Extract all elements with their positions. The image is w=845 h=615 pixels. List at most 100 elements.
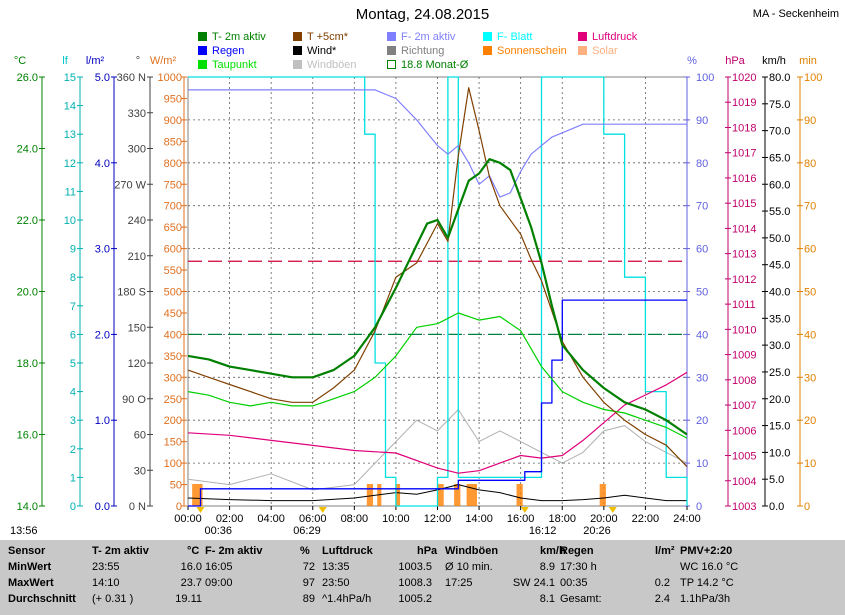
axis-tick-label-dir: 30 (134, 465, 146, 477)
axis-tick-label-lf: 9 (70, 244, 76, 256)
legend-swatch (293, 46, 302, 55)
legend-item: Regen (198, 45, 244, 57)
axis-tick-label-lf: 15 (64, 72, 76, 84)
legend-label: T- 2m aktiv (212, 31, 266, 43)
temperature-line (187, 158, 688, 436)
axis-tick-label-kmh: 40.0 (769, 287, 790, 299)
axis-tick-label-hum: 90 (696, 115, 708, 127)
axis-header-temp: °C (14, 55, 26, 67)
chart: °C lf l/m² ° W/m²% hPa km/h min26.024.022.020.0… (14, 55, 823, 537)
x-tick-label: 04:00 (257, 513, 285, 525)
axis-tick-label-hpa: 1008 (732, 375, 756, 387)
axis-tick-label-hum: 80 (696, 158, 708, 170)
axis-tick-label-hpa: 1007 (732, 400, 756, 412)
axis-tick-label-temp: 24.0 (17, 144, 38, 156)
x-tick-label: 18:00 (548, 513, 576, 525)
axis-tick-label-temp: 18.0 (17, 358, 38, 370)
axis-tick-label-hum: 0 (696, 501, 702, 513)
axis-tick-label-hpa: 1003 (732, 501, 756, 513)
axis-header-solar: W/m² (150, 55, 177, 67)
axis-tick-label-dir: 60 (134, 430, 146, 442)
axis-tick-label-solar: 650 (164, 222, 182, 234)
sunshine-bar (395, 484, 401, 506)
axis-header-hum: % (687, 55, 697, 67)
axis-tick-label-dir: 270 W (114, 179, 146, 191)
legend-swatch (483, 32, 492, 41)
axis-tick-label-solar: 400 (164, 329, 182, 341)
stats-value: 2.4 (654, 593, 670, 605)
legend-label: Windböen (307, 59, 357, 71)
axis-tick-label-kmh: 20.0 (769, 394, 790, 406)
axis-tick-label-min: 30 (804, 372, 816, 384)
station-name: MA - Seckenheim (752, 8, 839, 20)
axis-tick-label-temp: 26.0 (17, 72, 38, 84)
legend-swatch (198, 32, 207, 41)
legend-item: T +5cm* (293, 31, 348, 43)
axis-tick-label-solar: 50 (170, 480, 182, 492)
axis-tick-label-lf: 13 (64, 129, 76, 141)
axis-header-hpa: hPa (725, 55, 745, 67)
x-tick-label: 24:00 (673, 513, 701, 525)
legend-item: Luftdruck (578, 31, 637, 43)
axis-tick-label-kmh: 30.0 (769, 340, 790, 352)
axis-tick-label-dir: 90 O (122, 394, 146, 406)
stats-header: Sensor (8, 545, 46, 557)
axis-tick-label-min: 90 (804, 115, 816, 127)
stats-value: SW 24.1 (512, 577, 555, 589)
axis-tick-label-temp: 22.0 (17, 215, 38, 227)
axis-tick-label-kmh: 35.0 (769, 313, 790, 325)
stats-value: 0.2 (654, 577, 670, 589)
time-marker-label: 00:36 (204, 525, 232, 537)
axis-tick-label-lf: 3 (70, 415, 76, 427)
legend-label: Wind* (307, 45, 337, 57)
stats-header: PMV+2:20 (680, 545, 733, 557)
x-tick-label: 16:00 (507, 513, 535, 525)
axis-tick-label-hpa: 1009 (732, 350, 756, 362)
axis-tick-label-dir: 240 (128, 215, 146, 227)
sunshine-bar (599, 484, 606, 506)
axis-tick-label-hum: 10 (696, 458, 708, 470)
axis-tick-label-lf: 14 (64, 101, 76, 113)
chart-title: Montag, 24.08.2015 (355, 6, 490, 23)
axis-tick-label-kmh: 70.0 (769, 126, 790, 138)
legend-item: 18.8 Monat-Ø (387, 59, 468, 71)
axis-tick-label-rain: 1.0 (95, 415, 110, 427)
axis-tick-label-solar: 500 (164, 287, 182, 299)
legend-label: Sonnenschein (497, 45, 567, 57)
legend-label: F- 2m aktiv (401, 31, 456, 43)
legend-item: Taupunkt (198, 59, 257, 71)
axis-tick-label-rain: 3.0 (95, 244, 110, 256)
axis-tick-label-lf: 1 (70, 472, 76, 484)
stats-cell: 14:10 (92, 577, 120, 589)
stats-value: 8.9 (539, 561, 555, 573)
legend-label: Regen (212, 45, 245, 57)
legend-item: Sonnenschein (483, 45, 567, 57)
axis-tick-label-hpa: 1015 (732, 198, 756, 210)
axis-tick-label-lf: 4 (70, 387, 76, 399)
axis-tick-label-rain: 4.0 (95, 158, 110, 170)
legend-item: Richtung (387, 45, 444, 57)
axis-tick-label-lf: 0 (70, 501, 76, 513)
axis-tick-label-dir: 180 S (117, 287, 146, 299)
axis-tick-label-min: 80 (804, 158, 816, 170)
axis-tick-label-min: 0 (804, 501, 810, 513)
axis-tick-label-kmh: 60.0 (769, 179, 790, 191)
ground-temp-line (187, 87, 688, 468)
stats-value: 1003.5 (398, 561, 432, 573)
axis-tick-label-solar: 750 (164, 179, 182, 191)
stats-unit: % (300, 545, 310, 557)
stats-header: Luftdruck (322, 545, 373, 557)
legend-label: Solar (592, 45, 618, 57)
axis-tick-label-solar: 600 (164, 244, 182, 256)
axis-tick-label-solar: 350 (164, 351, 182, 363)
sunshine-bar (516, 484, 523, 506)
axis-tick-label-lf: 5 (70, 358, 76, 370)
stats-cell: Ø 10 min. (445, 561, 493, 573)
axis-tick-label-lf: 12 (64, 158, 76, 170)
axis-tick-label-hpa: 1019 (732, 97, 756, 109)
axis-tick-label-dir: 210 (128, 251, 146, 263)
legend: T- 2m aktiv T +5cm* F- 2m aktiv F- Blatt Luf… (198, 31, 638, 76)
stats-cell: ^1.4hPa/h (322, 593, 372, 605)
x-tick-label: 00:00 (174, 513, 202, 525)
legend-item: Wind* (293, 45, 336, 57)
